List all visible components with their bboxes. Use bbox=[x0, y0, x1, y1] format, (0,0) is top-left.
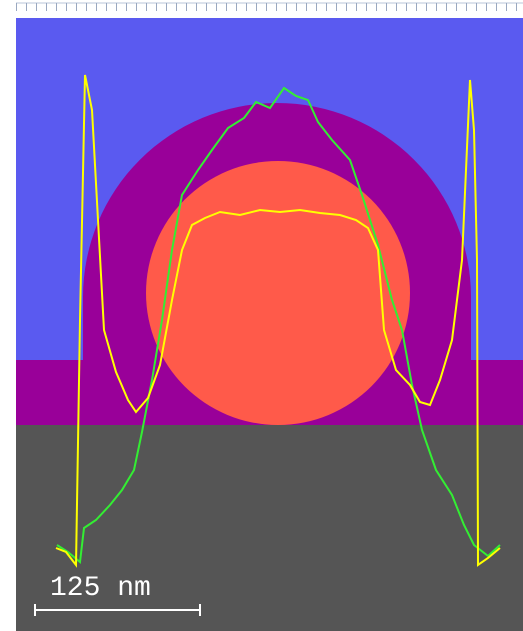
core bbox=[146, 161, 410, 425]
substrate-edge bbox=[16, 425, 523, 435]
scale-bar-label: 125 nm bbox=[50, 573, 151, 604]
figure: 125 nm bbox=[0, 0, 523, 631]
page: 125 nm (() => { const data = JSON.parse(… bbox=[0, 0, 523, 631]
